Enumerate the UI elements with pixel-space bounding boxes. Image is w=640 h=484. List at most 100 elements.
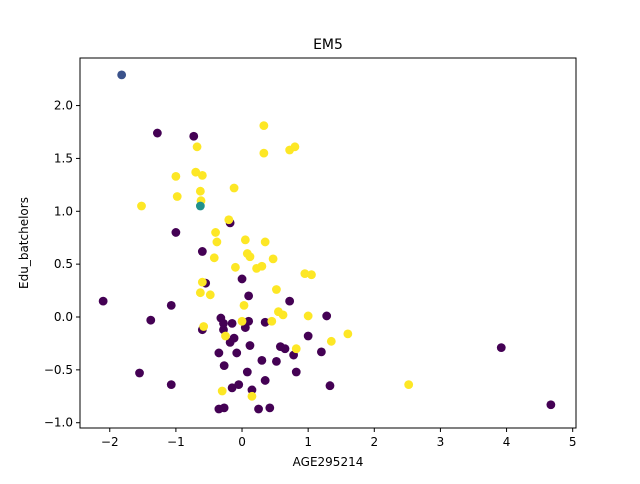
- scatter-point: [166, 380, 176, 390]
- scatter-point: [272, 357, 281, 366]
- scatter-point: [325, 381, 335, 391]
- scatter-point: [195, 288, 205, 298]
- scatter-point: [192, 142, 202, 152]
- scatter-point: [242, 367, 252, 377]
- scatter-point: [137, 201, 146, 211]
- scatter-point: [244, 316, 254, 326]
- x-tick-label: 0: [238, 435, 246, 449]
- scatter-point: [291, 367, 301, 377]
- scatter-point: [245, 252, 255, 262]
- scatter-point: [303, 331, 313, 341]
- scatter-point: [260, 237, 270, 247]
- scatter-point: [268, 254, 278, 264]
- plot-area-frame: [79, 57, 577, 429]
- scatter-point: [221, 331, 230, 341]
- x-tick-label: 1: [304, 435, 312, 449]
- scatter-point: [172, 192, 182, 201]
- scatter-point: [191, 167, 201, 177]
- scatter-point: [229, 183, 239, 193]
- scatter-point: [197, 170, 207, 180]
- scatter-point: [146, 315, 156, 325]
- scatter-point: [239, 300, 249, 310]
- scatter-point: [300, 269, 310, 279]
- scatter-point: [231, 262, 240, 272]
- scatter-point: [278, 310, 288, 320]
- scatter-point: [171, 172, 181, 181]
- scatter-point: [240, 235, 250, 245]
- scatter-point: [316, 347, 326, 357]
- scatter-point: [260, 376, 270, 385]
- y-tick-label: −0.5: [44, 363, 73, 377]
- scatter-point: [404, 380, 414, 390]
- scatter-point: [189, 131, 199, 141]
- scatter-point: [257, 355, 267, 365]
- scatter-point: [267, 316, 277, 326]
- y-tick-label: −1.0: [44, 416, 73, 430]
- y-axis: −1.0 −0.5 0.0 0.5 1.0 1.5 2.0: [44, 99, 80, 430]
- scatter-point: [285, 296, 295, 306]
- scatter-point: [234, 380, 244, 390]
- scatter-point: [280, 344, 290, 354]
- scatter-point: [291, 344, 301, 354]
- scatter-point: [227, 318, 237, 328]
- scatter-point: [205, 290, 215, 300]
- scatter-point: [197, 247, 207, 256]
- x-tick-label: 2: [370, 435, 378, 449]
- scatter-point: [195, 186, 205, 196]
- scatter-point: [247, 385, 257, 395]
- scatter-point: [219, 403, 229, 413]
- scatter-point: [244, 291, 254, 301]
- y-tick-label: 1.0: [54, 204, 73, 218]
- y-tick-label: 1.5: [54, 151, 73, 165]
- scatter-point: [98, 296, 108, 306]
- scatter-point: [224, 215, 234, 225]
- scatter-point: [245, 341, 255, 350]
- x-tick-label: 4: [503, 435, 511, 449]
- scatter-point: [326, 336, 336, 346]
- y-tick-label: 2.0: [54, 99, 73, 113]
- scatter-point: [259, 121, 269, 131]
- scatter-point: [265, 403, 275, 413]
- x-axis-label: AGE295214: [293, 455, 364, 469]
- chart-title: EM5: [313, 37, 343, 53]
- scatter-point: [247, 391, 257, 401]
- scatter-point: [260, 317, 270, 327]
- y-axis-label: Edu_batchelors: [17, 197, 31, 289]
- scatter-point: [343, 329, 353, 339]
- scatter-point: [307, 270, 316, 280]
- scatter-point: [303, 311, 313, 321]
- scatter-point: [217, 386, 227, 396]
- scatter-point: [209, 253, 219, 263]
- scatter-point: [211, 228, 220, 237]
- scatter-point: [259, 148, 269, 158]
- scatter-point: [152, 128, 162, 138]
- scatter-point: [212, 237, 222, 247]
- scatter-point: [229, 333, 239, 343]
- x-tick-label: −2: [101, 435, 119, 449]
- x-axis: −2 −1 0 1 2 3 4 5: [101, 428, 577, 449]
- scatter-point: [322, 311, 332, 321]
- scatter-point: [135, 368, 144, 378]
- scatter-point: [272, 285, 281, 294]
- scatter-point: [197, 277, 207, 287]
- scatter-point: [171, 228, 181, 237]
- scatter-point: [237, 316, 247, 326]
- x-tick-label: 3: [437, 435, 445, 449]
- scatter-point: [496, 343, 506, 353]
- scatter-points: [98, 70, 556, 414]
- scatter-point: [232, 348, 242, 358]
- x-tick-label: 5: [569, 435, 577, 449]
- scatter-point: [257, 261, 267, 271]
- scatter-point: [227, 383, 237, 393]
- scatter-point: [219, 361, 229, 371]
- scatter-point: [254, 404, 263, 414]
- scatter-point: [219, 318, 228, 328]
- scatter-point: [546, 400, 556, 410]
- scatter-point: [117, 70, 127, 80]
- scatter-point: [237, 274, 247, 284]
- scatter-point: [195, 201, 205, 211]
- scatter-point: [199, 322, 209, 331]
- x-tick-label: −1: [167, 435, 185, 449]
